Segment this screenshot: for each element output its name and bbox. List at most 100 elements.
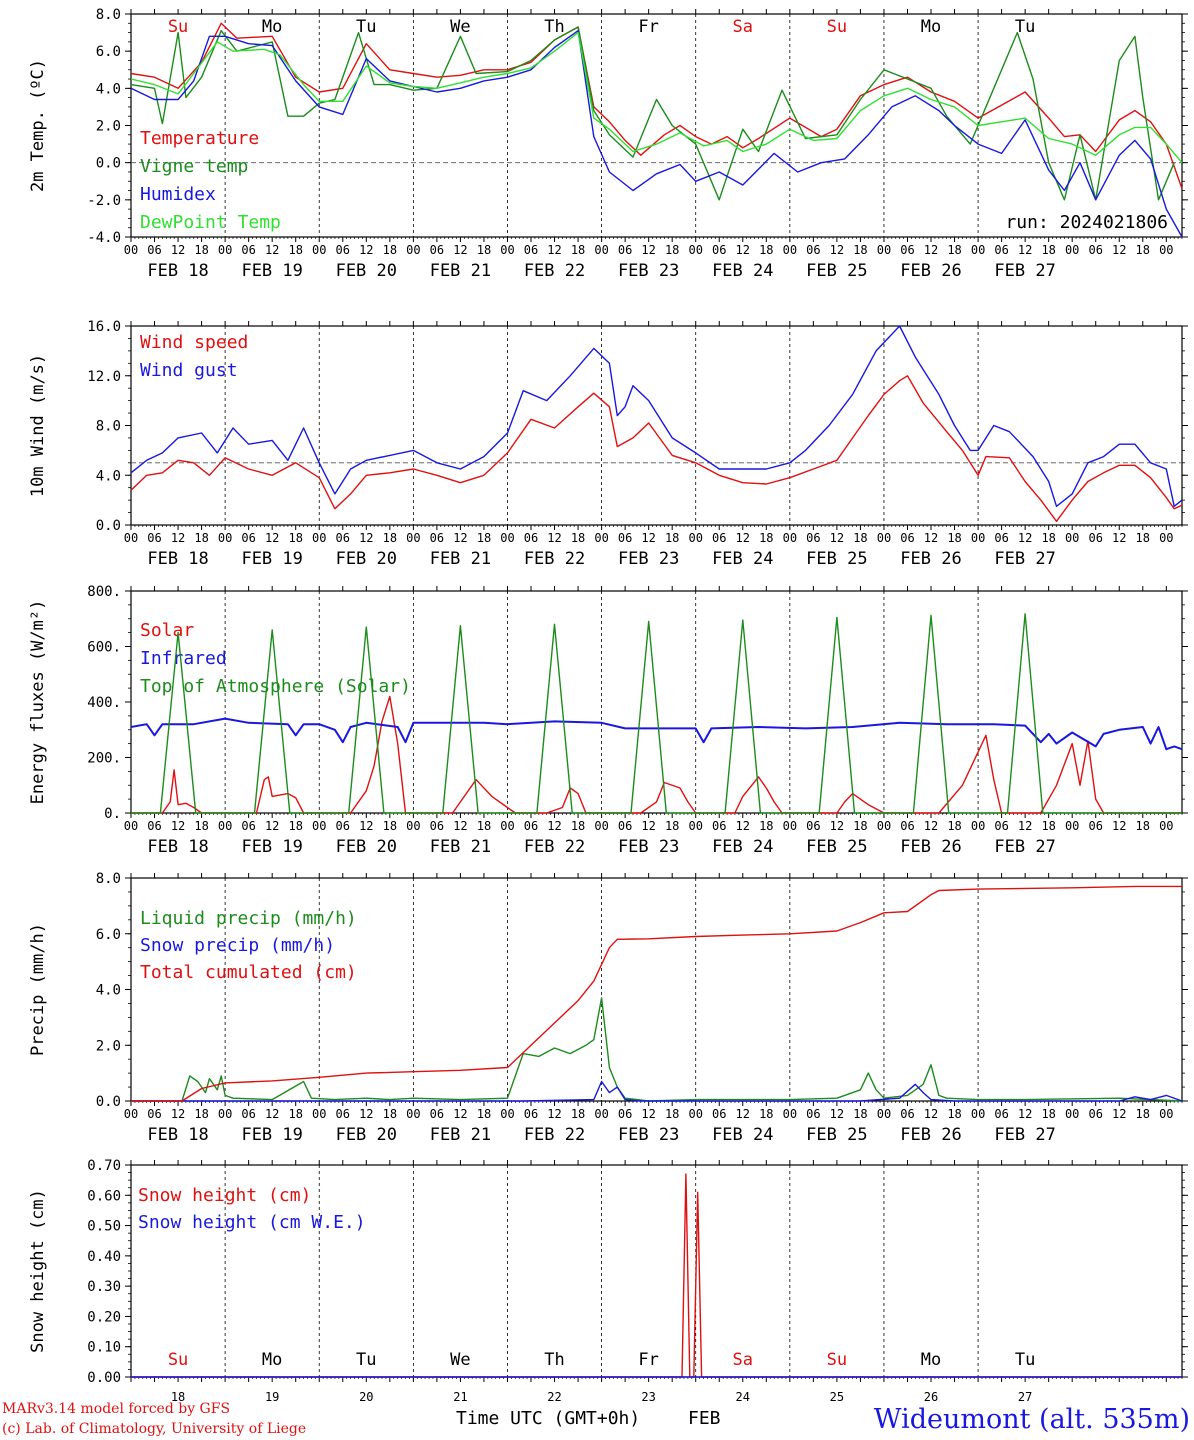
hour-tick-label: 18	[288, 819, 302, 833]
weekday-label: Su	[168, 1350, 188, 1370]
y-tick-label: 800.	[87, 584, 121, 600]
hour-tick-label: 00	[971, 1107, 985, 1121]
day-label: FEB 25	[806, 261, 867, 281]
weekday-label: We	[450, 1350, 470, 1370]
y-tick-label: 0.0	[96, 156, 121, 172]
hour-tick-label: 00	[971, 819, 985, 833]
hour-tick-label: 00	[688, 243, 702, 257]
hour-tick-label: 06	[618, 243, 632, 257]
hour-tick-label: 00	[1159, 531, 1173, 545]
hour-tick-label: 12	[265, 1107, 279, 1121]
series-line-liquid-precip-mm-h-	[131, 997, 1183, 1102]
y-tick-label: 0.30	[87, 1279, 121, 1295]
hour-tick-label: 12	[924, 1107, 938, 1121]
hour-tick-label: 06	[524, 819, 538, 833]
weekday-label: Th	[544, 1350, 564, 1370]
hour-tick-label: 12	[1018, 531, 1032, 545]
hour-tick-label: 18	[665, 819, 679, 833]
day-label: FEB 22	[524, 261, 585, 281]
hour-tick-label: 06	[806, 1107, 820, 1121]
day-label: FEB 22	[524, 837, 585, 857]
y-tick-label: 4.0	[96, 468, 121, 484]
weekday-label: Su	[827, 1350, 847, 1370]
hour-tick-label: 06	[147, 819, 161, 833]
hour-tick-label: 18	[571, 819, 585, 833]
panel-frame	[130, 13, 1183, 238]
day-number-label: 24	[736, 1390, 750, 1404]
weekday-label: Su	[168, 17, 188, 37]
series-line-humidex	[130, 30, 1183, 238]
hour-tick-label: 06	[336, 531, 350, 545]
legend-entry: Wind speed	[140, 332, 248, 353]
legend-entry: Liquid precip (mm/h)	[140, 908, 357, 929]
hour-tick-label: 12	[641, 1107, 655, 1121]
hour-tick-label: 00	[124, 1107, 138, 1121]
hour-tick-label: 12	[453, 819, 467, 833]
hour-tick-label: 18	[194, 819, 208, 833]
hour-tick-label: 06	[241, 819, 255, 833]
y-tick-label: 8.0	[96, 419, 121, 435]
credit-line-1: MARv3.14 model forced by GFS	[2, 1401, 230, 1417]
hour-tick-label: 18	[477, 819, 491, 833]
legend-entry: Temperature	[140, 128, 259, 149]
hour-tick-label: 00	[688, 531, 702, 545]
hour-tick-label: 12	[924, 819, 938, 833]
hour-tick-label: 18	[288, 531, 302, 545]
hour-tick-label: 06	[994, 243, 1008, 257]
hour-tick-label: 00	[500, 819, 514, 833]
legend-entry: Wind gust	[140, 360, 238, 381]
hour-tick-label: 18	[1136, 819, 1150, 833]
hour-tick-label: 00	[877, 819, 891, 833]
weekday-label: Mo	[921, 1350, 941, 1370]
hour-tick-label: 00	[500, 531, 514, 545]
day-label: FEB 21	[430, 837, 491, 857]
day-label: FEB 19	[241, 549, 302, 569]
hour-tick-label: 12	[453, 531, 467, 545]
y-tick-label: 0.10	[87, 1340, 121, 1356]
hour-tick-label: 06	[336, 1107, 350, 1121]
legend-entry: Vigne temp	[140, 156, 248, 177]
day-label: FEB 21	[430, 549, 491, 569]
day-label: FEB 26	[900, 549, 961, 569]
hour-tick-label: 18	[383, 243, 397, 257]
hour-tick-label: 06	[147, 243, 161, 257]
hour-tick-label: 00	[1065, 1107, 1079, 1121]
hour-tick-label: 00	[877, 531, 891, 545]
hour-tick-label: 06	[712, 243, 726, 257]
hour-tick-label: 00	[594, 243, 608, 257]
hour-tick-label: 06	[1088, 819, 1102, 833]
month-label: FEB	[688, 1408, 721, 1429]
y-axis-label: Precip (mm/h)	[28, 923, 48, 1056]
y-axis-label: 10m Wind (m/s)	[28, 354, 48, 497]
weekday-label: Su	[827, 17, 847, 37]
hour-tick-label: 00	[1065, 243, 1079, 257]
hour-tick-label: 00	[312, 243, 326, 257]
hour-tick-label: 12	[736, 819, 750, 833]
y-tick-label: 0.70	[87, 1158, 121, 1174]
day-label: FEB 22	[524, 549, 585, 569]
hour-tick-label: 12	[1112, 819, 1126, 833]
day-label: FEB 25	[806, 837, 867, 857]
day-label: FEB 23	[618, 837, 679, 857]
hour-tick-label: 12	[359, 243, 373, 257]
hour-tick-label: 12	[265, 819, 279, 833]
hour-tick-label: 18	[477, 531, 491, 545]
day-label: FEB 27	[994, 837, 1055, 857]
hour-tick-label: 00	[406, 243, 420, 257]
y-tick-label: 0.40	[87, 1249, 121, 1265]
y-tick-label: 12.0	[87, 369, 121, 385]
y-tick-label: 8.0	[96, 7, 121, 23]
hour-tick-label: 12	[830, 1107, 844, 1121]
hour-tick-label: 12	[171, 1107, 185, 1121]
hour-tick-label: 00	[500, 1107, 514, 1121]
y-tick-label: 2.0	[96, 1038, 121, 1054]
hour-tick-label: 06	[241, 243, 255, 257]
weekday-label: Tu	[356, 17, 376, 37]
hour-tick-label: 00	[312, 819, 326, 833]
hour-tick-label: 18	[477, 1107, 491, 1121]
hour-tick-label: 06	[900, 243, 914, 257]
hour-tick-label: 18	[383, 819, 397, 833]
weekday-label: Sa	[733, 17, 753, 37]
series-line-infrared	[130, 717, 1183, 751]
